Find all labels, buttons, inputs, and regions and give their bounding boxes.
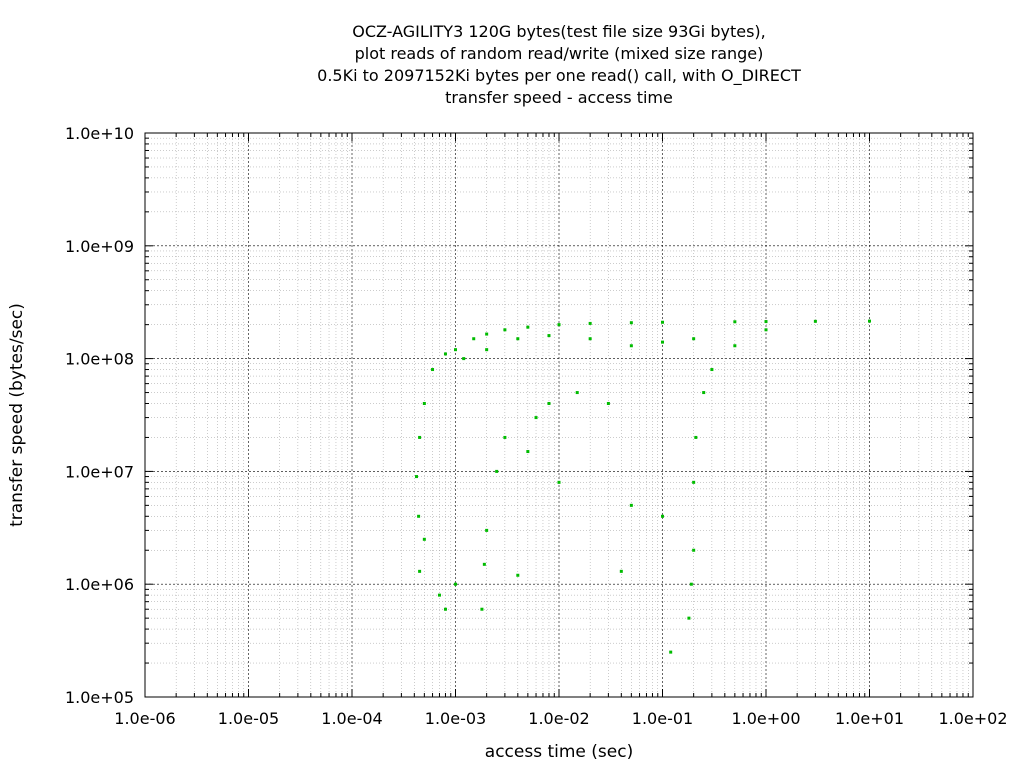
data-point [547,334,551,338]
data-point [764,320,768,324]
data-point [661,340,664,344]
data-point [710,368,714,372]
data-point [472,337,476,341]
data-point [443,607,447,611]
data-point [689,582,693,586]
data-point [495,469,499,473]
x-tick-label: 1.0e-02 [528,709,589,728]
data-point [692,337,696,341]
data-point [813,319,817,323]
x-tick-label: 1.0e-04 [321,709,382,728]
data-point [588,337,592,341]
y-tick-label: 1.0e+07 [65,462,134,481]
y-tick-label: 1.0e+08 [65,350,134,369]
data-point [454,348,457,352]
data-point [503,435,507,439]
data-point [482,562,486,566]
data-point [629,321,633,325]
data-point [418,569,422,573]
data-point [480,607,484,611]
data-point [516,573,520,577]
data-point [422,537,426,541]
x-tick-label: 1.0e+01 [835,709,904,728]
data-point [629,344,633,348]
data-point [485,528,489,532]
x-tick-label: 1.0e+00 [731,709,800,728]
title-line: plot reads of random read/write (mixed s… [355,44,764,63]
x-tick-label: 1.0e+02 [938,709,1007,728]
data-point [526,325,530,329]
data-point [503,328,507,332]
data-point [692,480,696,484]
y-tick-label: 1.0e+06 [65,575,134,594]
x-tick-label: 1.0e-03 [425,709,486,728]
grid [145,133,973,697]
data-point [516,337,520,341]
data-point [485,348,489,352]
data-point [547,401,551,405]
data-point [454,582,457,586]
x-tick-label: 1.0e-06 [114,709,175,728]
title-line: 0.5Ki to 2097152Ki bytes per one read() … [317,66,801,86]
data-point [702,391,706,395]
title-line: OCZ-AGILITY3 120G bytes(test file size 9… [352,22,766,41]
data-point [606,401,610,405]
data-point [669,650,673,654]
data-point [694,435,698,439]
data-point [733,344,737,348]
data-point [575,391,579,395]
data-point [534,416,538,420]
data-point [557,480,561,484]
data-point [437,593,441,597]
data-point [661,320,664,324]
data-point [422,401,426,405]
data-points [415,319,871,654]
axis-ticks: 1.0e-06 1.0e-05 1.0e-04 1.0e-03 1.0e-02 1.0e-… [65,124,1008,728]
data-point [417,514,421,518]
data-point [485,332,489,336]
data-point [868,319,871,323]
y-tick-label: 1.0e+05 [65,688,134,707]
data-point [443,352,447,356]
data-point [462,357,466,361]
y-tick-label: 1.0e+10 [65,124,134,143]
data-point [431,368,435,372]
data-point [733,320,737,324]
data-point [661,514,664,518]
x-axis-label: access time (sec) [485,742,633,762]
y-tick-label: 1.0e+09 [65,237,134,256]
y-axis-label: transfer speed (bytes/sec) [7,303,27,527]
data-point [764,328,768,332]
chart-title: OCZ-AGILITY3 120G bytes(test file size 9… [317,22,801,107]
data-point [629,503,633,507]
data-point [588,321,592,325]
data-point [619,569,623,573]
data-point [415,475,419,479]
data-point [526,450,530,454]
title-line: transfer speed - access time [445,88,673,107]
x-tick-label: 1.0e-01 [632,709,693,728]
data-point [692,548,696,552]
data-point [418,435,422,439]
data-point [687,616,691,620]
x-tick-label: 1.0e-05 [218,709,279,728]
data-point [557,323,561,327]
